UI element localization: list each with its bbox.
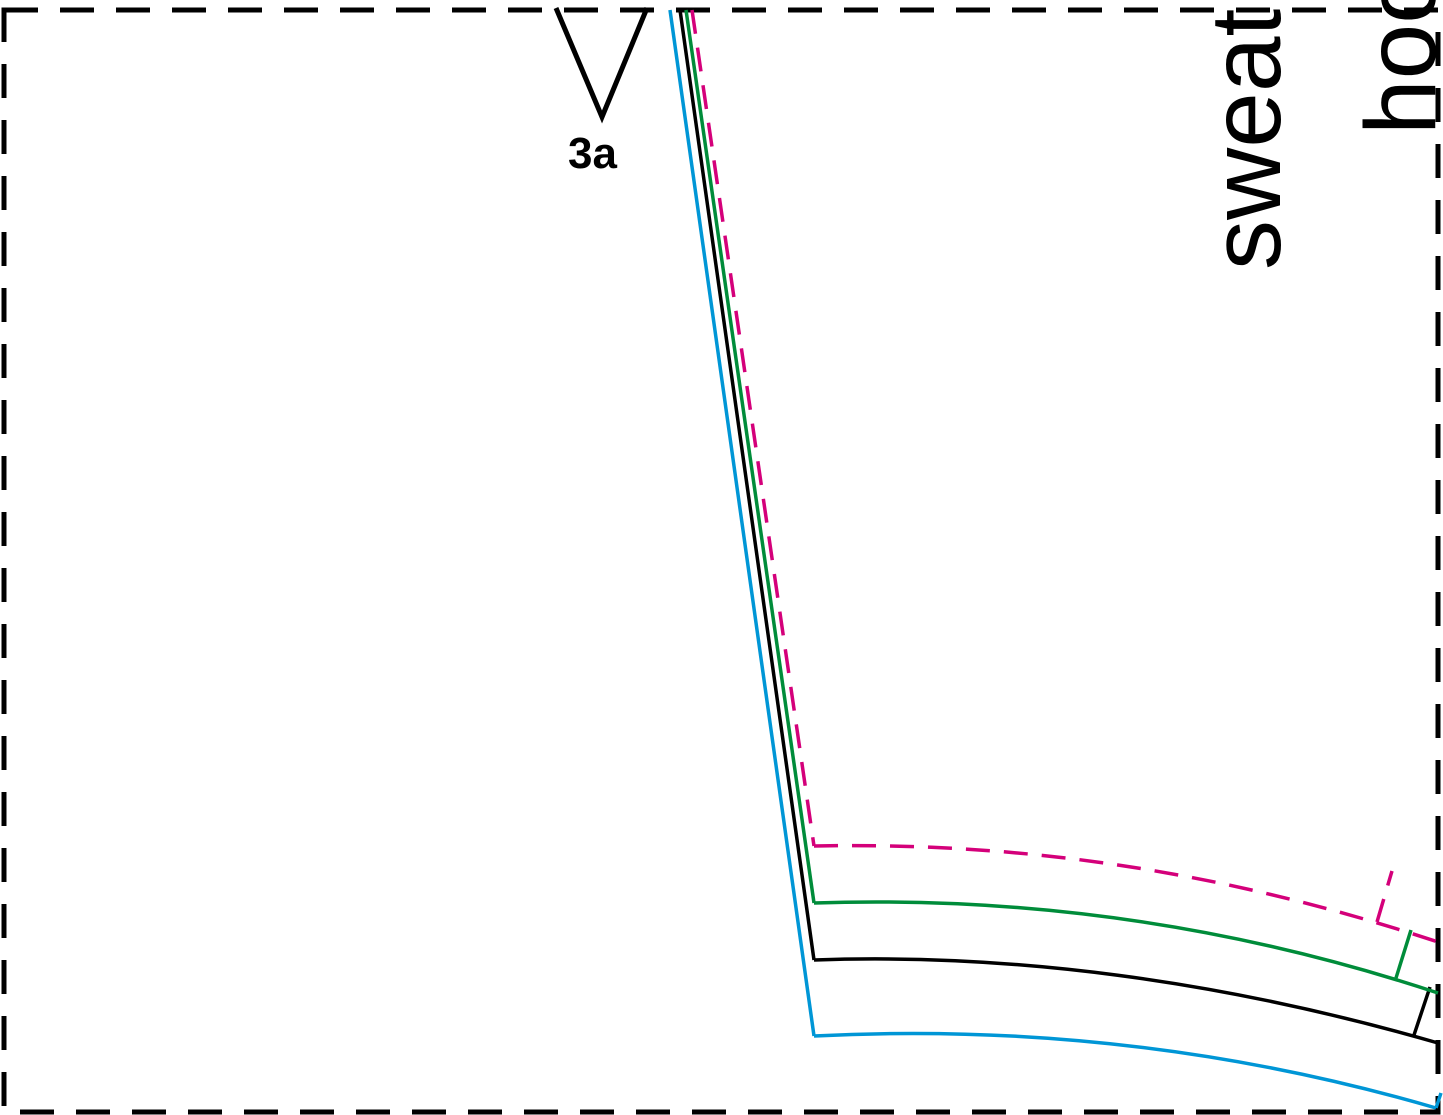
- hem-curve-blue: [813, 1031, 1437, 1110]
- hem-tick-blue: [1434, 1092, 1443, 1109]
- hem-tick-green: [1394, 929, 1413, 979]
- outline-magenta-dashed: [690, 9, 816, 847]
- outline-black: [678, 9, 816, 961]
- label-hoodie: hoo: [1345, 0, 1443, 135]
- hem-curve-green: [813, 900, 1439, 995]
- outline-green: [684, 9, 816, 904]
- outline-blue: [668, 9, 816, 1037]
- label-sweatshirt: sweat: [1190, 9, 1302, 270]
- notch-label: 3a: [568, 129, 617, 178]
- hem-tick-magenta: [1375, 870, 1394, 923]
- page-border: [1, 7, 1441, 1115]
- hem-tick-black: [1412, 986, 1432, 1036]
- notch-marker: [553, 7, 650, 124]
- hem-curve-black: [813, 957, 1439, 1045]
- hem-curve-magenta: [813, 843, 1439, 944]
